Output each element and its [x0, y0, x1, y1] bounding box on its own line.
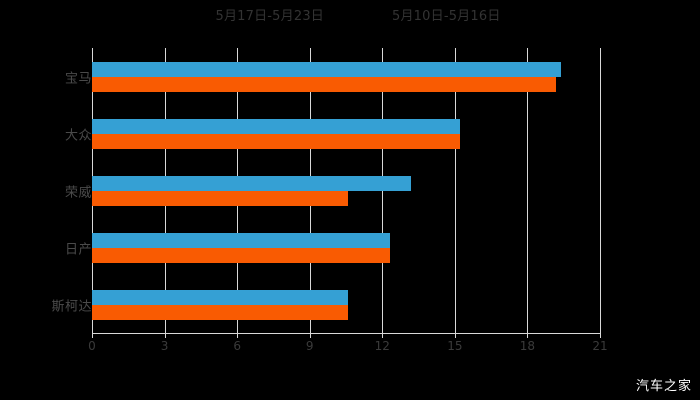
bar-2-series-1[interactable]	[92, 190, 349, 206]
legend-square-marker-icon	[376, 13, 385, 22]
x-tick-label: 18	[519, 339, 536, 353]
gridline-x	[527, 48, 529, 333]
y-tick-label-4: 斯柯达	[51, 299, 92, 314]
x-axis-line	[92, 333, 601, 334]
x-tick-label: 9	[305, 339, 314, 353]
y-tick-label-3: 日产	[64, 242, 92, 257]
legend-item-series-1[interactable]: 5月10日-5月16日	[376, 10, 501, 24]
legend-circle-marker-icon	[199, 13, 208, 22]
bar-0-series-1[interactable]	[92, 76, 557, 92]
bar-4-series-1[interactable]	[92, 304, 349, 320]
legend-label-series-1: 5月10日-5月16日	[392, 9, 501, 24]
x-tick-label: 6	[233, 339, 241, 353]
bar-1-series-1[interactable]	[92, 133, 460, 149]
bar-3-series-1[interactable]	[92, 247, 390, 263]
x-tick-label: 0	[88, 339, 96, 353]
legend-item-series-0[interactable]: 5月17日-5月23日	[199, 10, 324, 24]
y-tick-label-0: 宝马	[64, 71, 92, 86]
y-tick-label-1: 大众	[64, 128, 92, 143]
x-tick-mark	[527, 333, 529, 338]
bar-2-series-0[interactable]	[92, 175, 412, 191]
x-tick-mark	[309, 333, 311, 338]
x-tick-mark	[92, 333, 93, 338]
legend-label-series-0: 5月17日-5月23日	[215, 9, 324, 24]
x-tick-label: 12	[374, 339, 390, 353]
chart-legend: 5月17日-5月23日 5月10日-5月16日	[0, 6, 700, 28]
bar-0-series-0[interactable]	[92, 61, 562, 77]
y-tick-label-2: 荣威	[64, 185, 92, 200]
x-tick-mark	[164, 333, 166, 338]
bar-4-series-0[interactable]	[92, 289, 349, 305]
x-tick-mark	[600, 333, 601, 338]
gridline-x	[382, 48, 384, 333]
x-tick-mark	[382, 333, 384, 338]
x-tick-label: 15	[447, 339, 463, 353]
x-tick-mark	[237, 333, 239, 338]
gridline-x	[600, 48, 601, 333]
x-tick-mark	[454, 333, 456, 338]
bar-1-series-0[interactable]	[92, 118, 460, 134]
x-tick-label: 21	[592, 339, 608, 353]
bar-3-series-0[interactable]	[92, 232, 390, 248]
watermark-label: 汽车之家	[635, 379, 692, 394]
gridline-x	[454, 48, 456, 333]
x-tick-label: 3	[160, 339, 169, 353]
plot-area	[92, 48, 601, 333]
